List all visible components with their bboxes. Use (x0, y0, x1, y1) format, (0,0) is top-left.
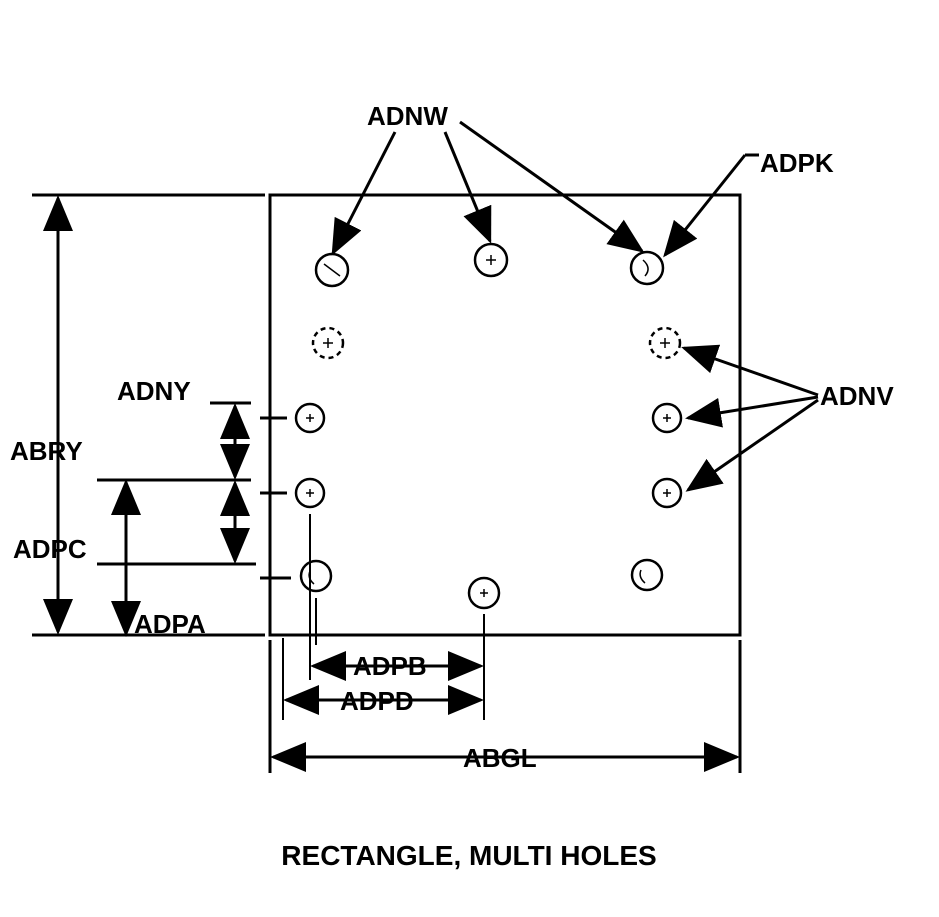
adnw-label: ADNW (367, 101, 448, 131)
adpk-label: ADPK (760, 148, 834, 178)
adpa-label: ADPA (134, 609, 206, 639)
adnv-callout: ADNV (684, 348, 894, 490)
abry-label: ABRY (10, 436, 83, 466)
adpd-label: ADPD (340, 686, 414, 716)
adpb-dimension: ADPB (313, 651, 481, 681)
adnw-callout: ADNW (333, 101, 642, 253)
dashed-holes (313, 328, 680, 358)
solid-holes (296, 244, 681, 608)
adpa-dimension: ADPA (97, 482, 256, 639)
adpc-label: ADPC (13, 534, 87, 564)
main-rectangle (270, 195, 740, 635)
adpk-callout: ADPK (665, 148, 834, 255)
abgl-label: ABGL (463, 743, 537, 773)
diagram-title: RECTANGLE, MULTI HOLES (281, 840, 656, 871)
adny-label: ADNY (117, 376, 191, 406)
abry-dimension: ABRY (10, 195, 265, 635)
adpb-label: ADPB (353, 651, 427, 681)
adpd-dimension: ADPD (286, 686, 481, 716)
adnv-label: ADNV (820, 381, 894, 411)
adny-dimension: ADNY (117, 376, 287, 493)
